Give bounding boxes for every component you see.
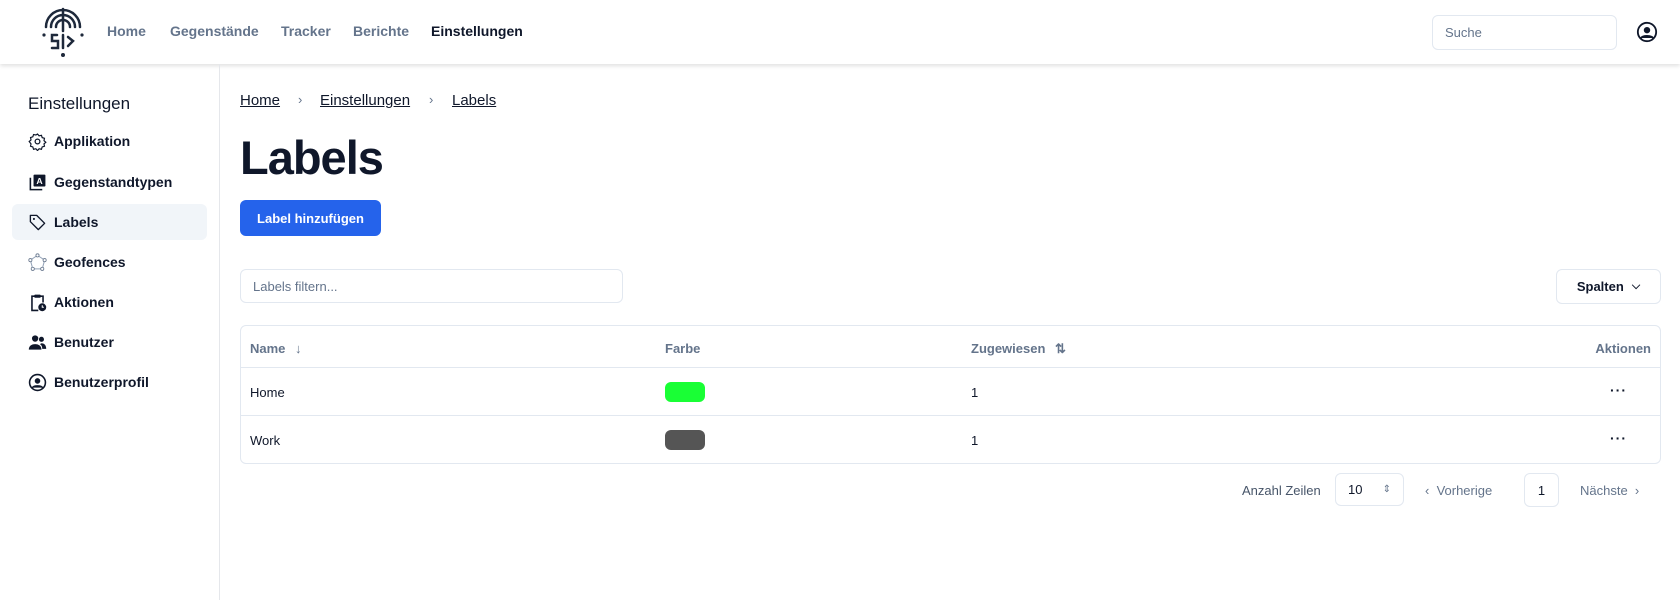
breadcrumb-separator-icon: › xyxy=(429,92,434,107)
breadcrumb-separator-icon: › xyxy=(298,92,303,107)
color-swatch xyxy=(665,430,705,450)
sidebar-item-label: Benutzerprofil xyxy=(54,374,149,390)
sidebar-item-labels[interactable]: Labels xyxy=(12,204,207,240)
rows-per-page-select[interactable]: 10 ⇕ xyxy=(1335,473,1404,506)
tag-icon xyxy=(29,214,46,230)
sidebar-item-applikation[interactable]: Applikation xyxy=(12,123,207,159)
column-header-farbe: Farbe xyxy=(665,341,701,356)
add-label-button[interactable]: Label hinzufügen xyxy=(240,200,381,236)
chevron-up-down-icon: ⇕ xyxy=(1382,484,1391,495)
labels-filter-input[interactable] xyxy=(240,269,623,303)
nav-berichte[interactable]: Berichte xyxy=(353,23,410,39)
chevron-down-icon: ⌵ xyxy=(1631,280,1641,292)
rows-per-page-label: Anzahl Zeilen xyxy=(1242,483,1321,498)
sort-desc-icon: ↓ xyxy=(295,341,302,356)
page-1-button[interactable]: 1 xyxy=(1524,473,1559,507)
page-title: Labels xyxy=(240,131,384,184)
breadcrumb-home[interactable]: Home xyxy=(240,92,281,109)
polygon-icon xyxy=(28,252,47,271)
top-header: Home Gegenstände Tracker Berichte Einste… xyxy=(0,0,1680,64)
user-account-icon[interactable] xyxy=(1636,21,1658,43)
rows-per-page-value: 10 xyxy=(1348,482,1363,497)
next-page-button[interactable]: Nächste › xyxy=(1580,483,1640,498)
previous-page-button[interactable]: ‹ Vorherige xyxy=(1425,483,1493,498)
nav-home[interactable]: Home xyxy=(107,23,146,39)
sidebar-item-benutzer[interactable]: Benutzer xyxy=(12,324,207,360)
columns-label: Spalten xyxy=(1576,279,1624,294)
nav-einstellungen[interactable]: Einstellungen xyxy=(431,23,523,39)
sidebar-item-label: Labels xyxy=(54,214,99,230)
row-name: Work xyxy=(250,433,281,448)
color-swatch xyxy=(665,382,705,402)
row-actions-menu-icon[interactable]: ··· xyxy=(1610,382,1627,398)
gear-icon xyxy=(28,132,47,151)
sidebar-item-gegenstandtypen[interactable]: A Gegenstandtypen xyxy=(12,164,207,200)
row-actions-menu-icon[interactable]: ··· xyxy=(1610,430,1627,446)
sidebar-item-label: Gegenstandtypen xyxy=(54,174,173,190)
sidebar-item-label: Geofences xyxy=(54,254,126,270)
sidebar-title: Einstellungen xyxy=(28,94,131,113)
users-icon xyxy=(28,334,47,350)
divider xyxy=(241,367,1660,368)
user-circle-icon xyxy=(28,373,47,391)
column-header-zugewiesen[interactable]: Zugewiesen ⇅ xyxy=(971,341,1066,356)
row-name: Home xyxy=(250,385,285,400)
row-assigned: 1 xyxy=(971,385,979,400)
app-logo[interactable] xyxy=(40,5,86,59)
labels-table: Name ↓ Farbe Zugewiesen ⇅ Aktionen Home … xyxy=(240,325,1661,464)
sidebar-item-label: Applikation xyxy=(54,133,131,149)
search-input[interactable] xyxy=(1432,15,1617,50)
sidebar-item-aktionen[interactable]: Aktionen xyxy=(12,284,207,320)
settings-sidebar xyxy=(0,64,220,600)
row-assigned: 1 xyxy=(971,433,979,448)
columns-button[interactable]: Spalten ⌵ xyxy=(1556,269,1661,304)
nav-tracker[interactable]: Tracker xyxy=(281,23,331,39)
letter-a-stack-icon: A xyxy=(29,174,46,190)
sidebar-item-geofences[interactable]: Geofences xyxy=(12,244,207,280)
breadcrumb-einstellungen[interactable]: Einstellungen xyxy=(320,92,411,109)
column-header-aktionen: Aktionen xyxy=(1595,341,1651,356)
clipboard-clock-icon xyxy=(31,294,47,311)
breadcrumb-labels[interactable]: Labels xyxy=(452,92,497,109)
divider xyxy=(241,415,1660,416)
sidebar-item-benutzerprofil[interactable]: Benutzerprofil xyxy=(12,364,207,400)
sidebar-item-label: Aktionen xyxy=(54,294,114,310)
sort-icon: ⇅ xyxy=(1055,341,1066,356)
sidebar-item-label: Benutzer xyxy=(54,334,114,350)
column-header-name[interactable]: Name ↓ xyxy=(250,341,302,356)
nav-gegenstaende[interactable]: Gegenstände xyxy=(170,23,259,39)
svg-text:A: A xyxy=(36,176,43,186)
